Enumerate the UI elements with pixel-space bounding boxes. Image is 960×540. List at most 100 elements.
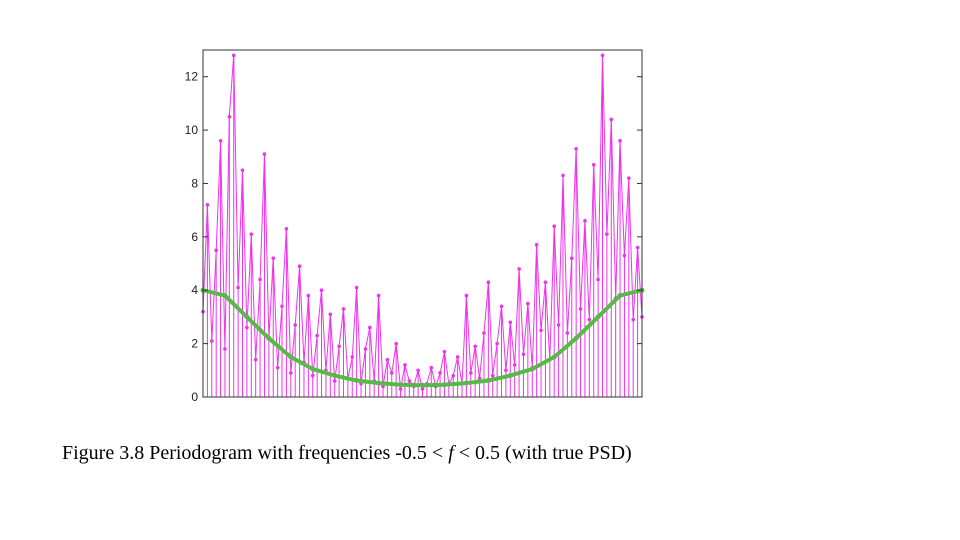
periodogram-point bbox=[574, 146, 578, 151]
caption-suffix: < 0.5 (with true PSD) bbox=[453, 442, 632, 464]
periodogram-point bbox=[328, 312, 333, 317]
periodogram-point bbox=[253, 357, 258, 362]
plot-area-frame bbox=[202, 49, 643, 398]
periodogram-point bbox=[587, 317, 592, 322]
periodogram-point bbox=[596, 277, 600, 282]
periodogram-point bbox=[635, 245, 640, 250]
periodogram-point bbox=[403, 363, 407, 367]
periodogram-stems bbox=[202, 55, 643, 397]
caption-prefix: Figure 3.8 Periodogram with frequencies … bbox=[62, 442, 449, 464]
periodogram-point bbox=[499, 304, 504, 309]
periodogram-point bbox=[280, 304, 284, 309]
true-psd-point bbox=[529, 366, 535, 372]
periodogram-point bbox=[561, 173, 565, 178]
periodogram-point bbox=[354, 285, 359, 290]
periodogram-point bbox=[245, 325, 249, 330]
periodogram-point bbox=[583, 219, 587, 223]
true-psd-point bbox=[222, 293, 228, 299]
periodogram-point bbox=[332, 379, 337, 383]
y-tick-label: 0 bbox=[191, 390, 198, 404]
periodogram-point bbox=[543, 280, 548, 285]
periodogram-markers bbox=[201, 53, 644, 391]
periodogram-point bbox=[297, 264, 302, 269]
periodogram-point bbox=[504, 368, 508, 373]
periodogram-point bbox=[289, 371, 293, 375]
periodogram-point bbox=[512, 363, 517, 367]
true-psd-point bbox=[595, 314, 601, 320]
true-psd-point bbox=[376, 380, 382, 386]
periodogram-point bbox=[315, 333, 319, 338]
periodogram-point bbox=[495, 341, 499, 346]
periodogram-point bbox=[275, 365, 280, 370]
periodogram-point bbox=[473, 344, 477, 349]
periodogram-point bbox=[223, 347, 227, 351]
periodogram-point bbox=[258, 277, 262, 282]
true-psd-point bbox=[485, 377, 491, 383]
periodogram-point bbox=[591, 162, 596, 167]
periodogram-point bbox=[609, 117, 614, 122]
periodogram-point bbox=[468, 371, 473, 375]
true-psd-point bbox=[617, 293, 623, 299]
periodogram-point bbox=[539, 328, 543, 333]
periodogram-point bbox=[205, 203, 210, 207]
periodogram-point bbox=[214, 248, 218, 252]
periodogram-point bbox=[271, 256, 276, 261]
periodogram-point bbox=[394, 341, 398, 346]
caption-variable: f bbox=[448, 442, 454, 464]
periodogram-point bbox=[376, 293, 381, 298]
periodogram-point bbox=[341, 307, 346, 311]
periodogram-point bbox=[284, 227, 289, 231]
true-psd-point bbox=[507, 373, 513, 379]
y-tick-label: 10 bbox=[185, 123, 199, 137]
periodogram-point bbox=[420, 387, 425, 391]
periodogram-point bbox=[262, 152, 267, 156]
true-psd-point bbox=[551, 354, 557, 360]
periodogram-point bbox=[552, 224, 556, 228]
periodogram-point bbox=[368, 325, 372, 330]
true-psd-point bbox=[573, 335, 579, 341]
periodogram-point bbox=[569, 256, 574, 261]
periodogram-point bbox=[455, 355, 460, 359]
true-psd-point bbox=[266, 335, 272, 341]
periodogram-point bbox=[306, 293, 311, 298]
periodogram-point bbox=[600, 53, 605, 58]
periodogram-point bbox=[605, 232, 609, 236]
true-psd-point bbox=[420, 382, 425, 388]
periodogram-point bbox=[534, 243, 539, 247]
y-tick-label: 4 bbox=[191, 283, 198, 297]
y-tick-label: 8 bbox=[191, 176, 198, 190]
periodogram-point bbox=[293, 323, 297, 327]
periodogram-point bbox=[249, 232, 254, 236]
periodogram-point bbox=[407, 379, 412, 383]
periodogram-point bbox=[578, 307, 583, 311]
periodogram-point bbox=[565, 331, 570, 335]
periodogram-point bbox=[451, 373, 456, 378]
periodogram-point bbox=[517, 267, 521, 271]
true-psd-point bbox=[288, 354, 294, 360]
periodogram-point bbox=[556, 323, 561, 327]
periodogram-point bbox=[337, 344, 341, 349]
y-tick-label: 6 bbox=[191, 230, 198, 244]
true-psd-point bbox=[441, 382, 447, 388]
true-psd-point bbox=[463, 380, 469, 386]
periodogram-point bbox=[236, 285, 240, 290]
periodogram-point bbox=[218, 138, 223, 143]
periodogram-point bbox=[227, 114, 232, 119]
periodogram-point bbox=[429, 365, 434, 370]
periodogram-point bbox=[363, 347, 368, 351]
true-psd-group bbox=[200, 287, 645, 388]
periodogram-point bbox=[209, 339, 214, 343]
y-tick-label: 12 bbox=[185, 70, 199, 84]
y-axis-ticks: 0 2 4 6 8 10 12 bbox=[185, 70, 642, 404]
true-psd-point bbox=[398, 382, 404, 388]
periodogram-point bbox=[618, 138, 622, 143]
periodogram-point bbox=[442, 349, 447, 354]
periodogram-point bbox=[350, 355, 355, 359]
periodogram-point bbox=[310, 373, 315, 378]
periodogram-point bbox=[438, 371, 442, 375]
true-psd-point bbox=[244, 314, 250, 320]
periodogram-point bbox=[231, 53, 236, 58]
periodogram-point bbox=[319, 288, 324, 293]
y-tick-label: 2 bbox=[191, 337, 198, 351]
